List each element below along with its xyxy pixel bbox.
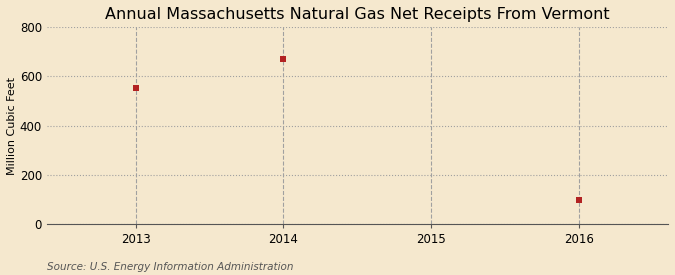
Y-axis label: Million Cubic Feet: Million Cubic Feet <box>7 77 17 175</box>
Text: Source: U.S. Energy Information Administration: Source: U.S. Energy Information Administ… <box>47 262 294 272</box>
Title: Annual Massachusetts Natural Gas Net Receipts From Vermont: Annual Massachusetts Natural Gas Net Rec… <box>105 7 610 22</box>
